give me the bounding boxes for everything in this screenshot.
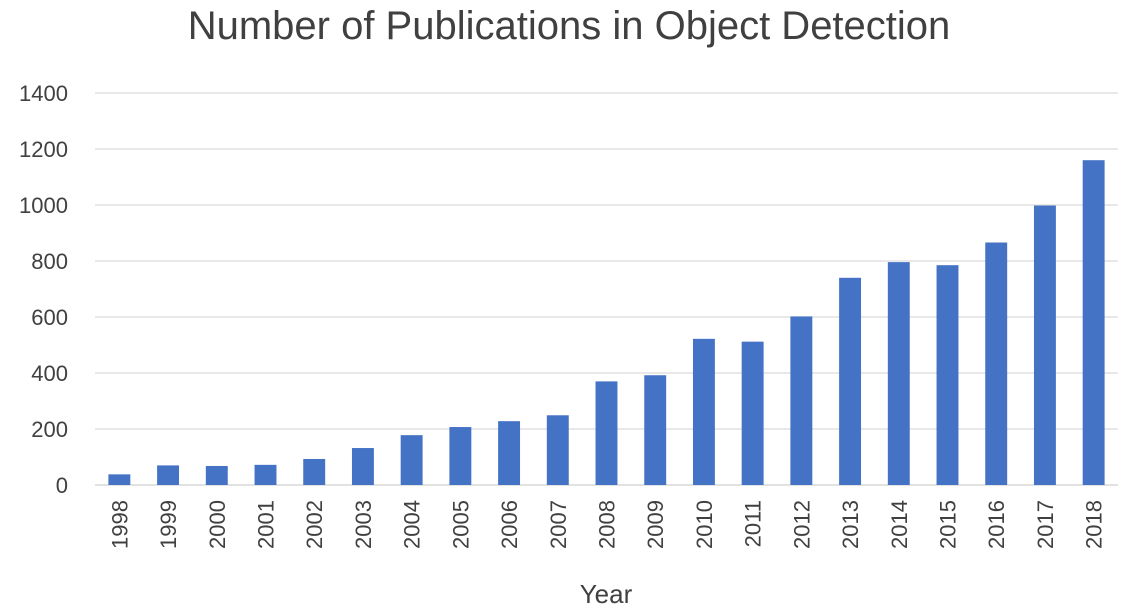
- y-tick-label: 1200: [19, 137, 68, 162]
- x-tick-label: 2008: [595, 500, 620, 549]
- y-tick-label: 400: [31, 361, 68, 386]
- x-tick-label: 2012: [789, 500, 814, 549]
- bar-2016: [985, 242, 1008, 485]
- bar-2008: [595, 381, 618, 485]
- bar-2010: [692, 338, 715, 485]
- x-tick-label: 2005: [448, 500, 473, 549]
- y-tick-label: 800: [31, 249, 68, 274]
- x-tick-label: 2017: [1033, 500, 1058, 549]
- x-tick-label: 2011: [741, 500, 766, 547]
- bar-2003: [351, 448, 374, 485]
- x-tick-label: 2010: [692, 500, 717, 549]
- y-tick-label: 1400: [19, 81, 68, 106]
- bar-2014: [887, 262, 910, 485]
- y-tick-label: 0: [56, 473, 68, 498]
- bar-2018: [1082, 160, 1105, 485]
- x-tick-label: 2002: [302, 500, 327, 549]
- x-axis-ticks: 1998 1999 2000 2001 2002 2003 2004 2005 2006 2007…: [107, 500, 1106, 549]
- x-tick-label: 2018: [1082, 500, 1107, 549]
- bar-2002: [303, 458, 326, 485]
- bar-2013: [839, 277, 862, 485]
- bars: [108, 160, 1105, 485]
- bar-1999: [157, 465, 180, 485]
- bar-1998: [108, 474, 131, 485]
- x-tick-label: 2014: [887, 500, 912, 549]
- x-tick-label: 2000: [205, 500, 230, 549]
- x-tick-label: 1998: [107, 500, 132, 549]
- bar-2009: [644, 375, 667, 485]
- bar-2005: [449, 427, 472, 485]
- x-axis-label: Year: [580, 579, 633, 609]
- y-axis-ticks: 0 200 400 600 800 1000 1200 1400: [19, 81, 68, 498]
- bar-2017: [1033, 205, 1056, 485]
- x-tick-label: 2007: [546, 500, 571, 549]
- bar-2015: [936, 265, 959, 485]
- bar-2004: [400, 435, 423, 485]
- x-tick-label: 2001: [254, 500, 279, 549]
- x-tick-label: 2013: [838, 500, 863, 549]
- bar-2006: [498, 421, 521, 485]
- bar-2012: [790, 316, 813, 485]
- x-tick-label: 2009: [643, 500, 668, 549]
- bar-2001: [254, 464, 277, 485]
- x-tick-label: 2015: [936, 500, 961, 549]
- y-tick-label: 200: [31, 417, 68, 442]
- x-tick-label: 2016: [984, 500, 1009, 549]
- y-tick-label: 600: [31, 305, 68, 330]
- bar-2000: [205, 465, 228, 485]
- y-tick-label: 1000: [19, 193, 68, 218]
- x-tick-label: 2006: [497, 500, 522, 549]
- x-tick-label: 2003: [351, 500, 376, 549]
- x-tick-label: 2004: [400, 500, 425, 549]
- bar-2007: [546, 415, 569, 485]
- x-tick-label: 1999: [156, 500, 181, 549]
- chart-title: Number of Publications in Object Detecti…: [187, 4, 951, 48]
- bar-2011: [741, 341, 764, 485]
